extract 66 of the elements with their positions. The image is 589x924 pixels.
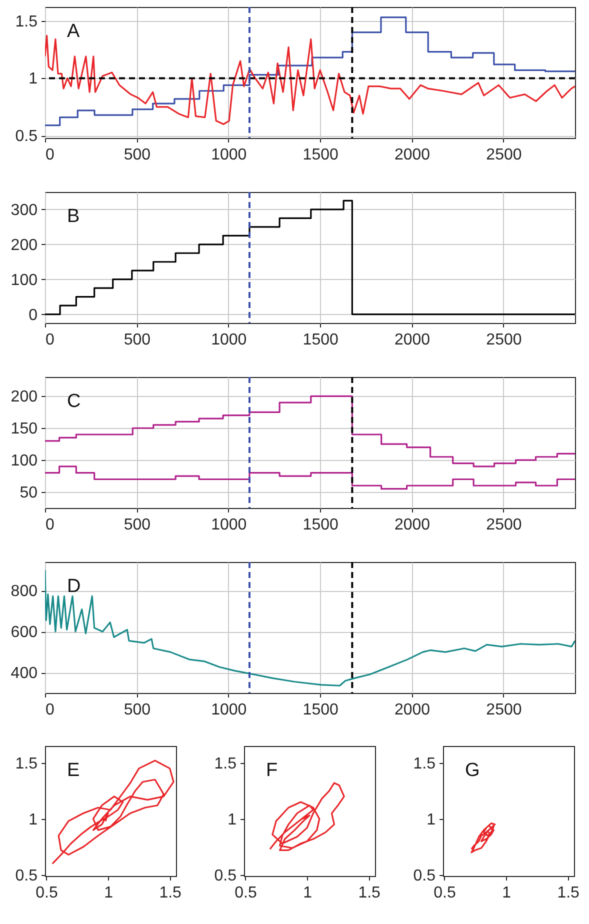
- x-tick-label: 2500: [486, 516, 522, 534]
- y-tick-label: 1.5: [15, 13, 38, 30]
- x-tick-label: 1000: [211, 702, 247, 718]
- x-tick-label: 1500: [302, 332, 338, 348]
- x-tick-label: 2500: [486, 332, 522, 348]
- x-tick-label: 500: [124, 332, 151, 348]
- y-tick-label: 1.5: [214, 755, 237, 772]
- x-tick-label: 2000: [394, 516, 430, 534]
- y-tick-label: 1: [228, 811, 237, 828]
- x-tick-label: 1000: [211, 516, 247, 534]
- x-tick-label: 0: [46, 702, 54, 718]
- y-tick-label: 0.5: [214, 867, 237, 884]
- annotation: E: [67, 760, 80, 781]
- y-tick-label: 1: [28, 811, 38, 828]
- y-tick-label: 0: [28, 306, 38, 324]
- y-tick-label: 150: [10, 420, 38, 438]
- y-tick-label: 800: [10, 583, 38, 600]
- annotation: D: [67, 576, 81, 597]
- y-tick-label: 400: [10, 665, 38, 682]
- x-tick-label: 2500: [486, 702, 522, 718]
- y-tick-label: 200: [10, 236, 38, 254]
- x-tick-label: 1500: [302, 146, 338, 164]
- x-tick-label: 500: [124, 146, 151, 164]
- annotation: G: [465, 760, 480, 781]
- x-tick-label: 1000: [211, 332, 247, 348]
- x-tick-label: 2000: [394, 332, 430, 348]
- y-tick-label: 0.5: [413, 867, 436, 884]
- y-tick-label: 50: [20, 484, 38, 502]
- y-tick-label: 1: [28, 70, 38, 88]
- x-tick-label: 0: [46, 332, 54, 348]
- annotation: B: [67, 206, 80, 227]
- y-tick-label: 1.5: [413, 755, 436, 772]
- x-tick-label: 500: [124, 702, 151, 718]
- x-tick-label: 2000: [394, 146, 430, 164]
- y-tick-label: 300: [10, 202, 38, 219]
- y-tick-label: 0.5: [15, 867, 38, 884]
- y-tick-label: 200: [10, 388, 38, 406]
- x-tick-label: 0.5: [434, 884, 456, 902]
- x-tick-label: 1500: [302, 516, 338, 534]
- x-tick-label: 0.5: [234, 884, 257, 902]
- x-tick-label: 0: [46, 516, 54, 534]
- y-tick-label: 1.5: [15, 755, 38, 772]
- x-tick-label: 1.5: [557, 884, 580, 902]
- x-tick-label: 1500: [302, 702, 338, 718]
- annotation: C: [67, 391, 81, 412]
- x-tick-label: 1: [104, 884, 114, 902]
- line-series: [45, 569, 575, 686]
- x-tick-label: 1: [303, 884, 312, 902]
- annotation: F: [266, 760, 278, 781]
- line-series: [52, 760, 174, 864]
- line-series: [470, 822, 496, 854]
- y-tick-label: 600: [10, 624, 38, 642]
- annotation: A: [67, 21, 80, 42]
- x-tick-label: 1.5: [358, 884, 381, 902]
- y-tick-label: 100: [10, 452, 38, 470]
- x-tick-label: 500: [124, 516, 151, 534]
- y-tick-label: 100: [10, 272, 38, 289]
- x-tick-label: 2500: [486, 146, 522, 164]
- y-tick-label: 1: [426, 811, 436, 828]
- line-series: [269, 782, 345, 852]
- y-tick-label: 0.5: [15, 128, 38, 146]
- x-tick-label: 0: [46, 146, 54, 164]
- x-tick-label: 1000: [211, 146, 247, 164]
- x-tick-label: 1: [502, 884, 512, 902]
- x-tick-label: 1.5: [159, 884, 182, 902]
- x-tick-label: 2000: [394, 702, 430, 718]
